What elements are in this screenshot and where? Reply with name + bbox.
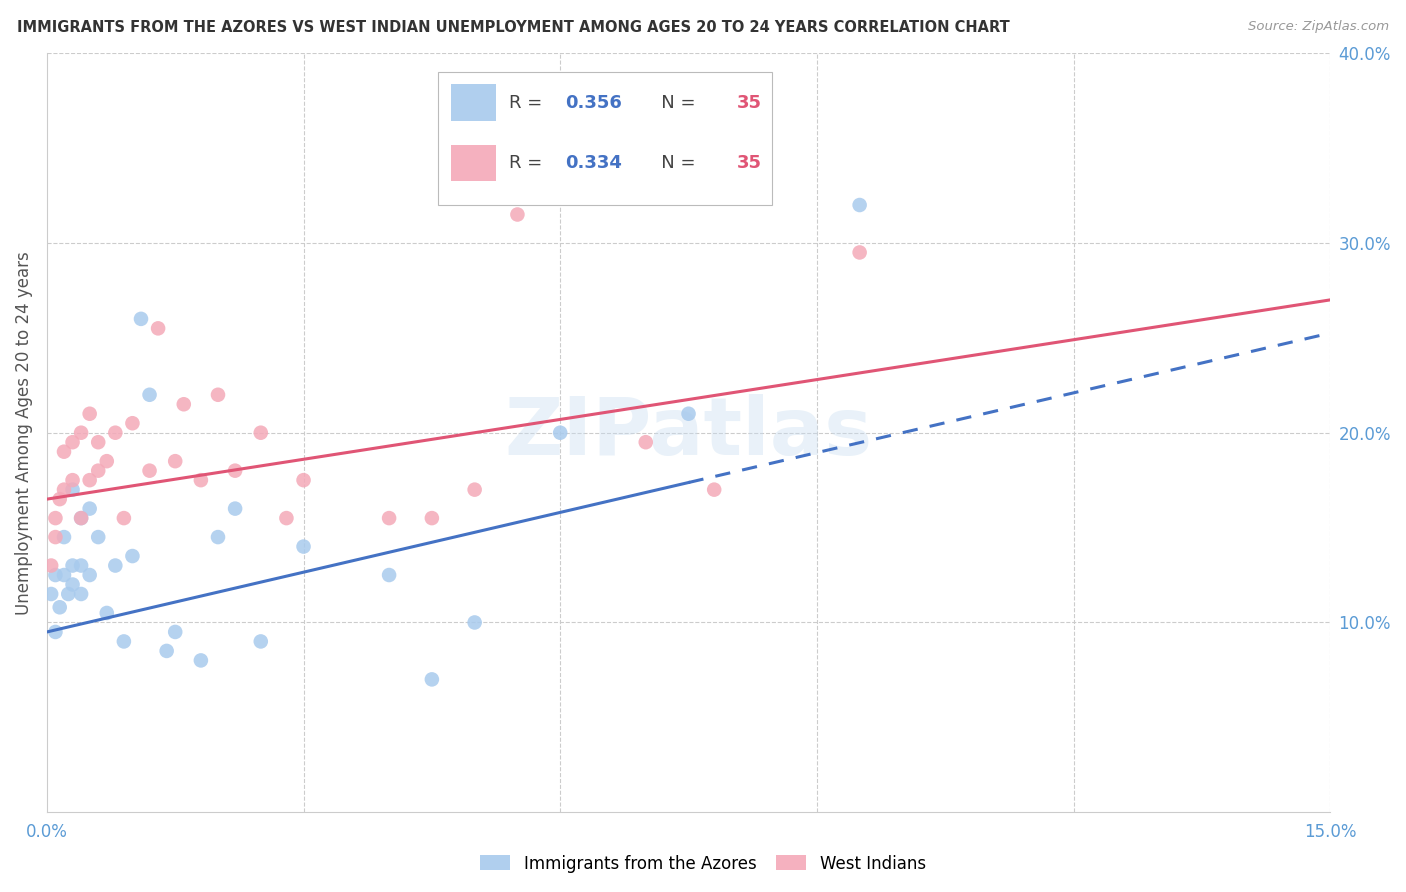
Point [39,558,62,573]
Point [44,511,66,525]
Point [79,568,101,582]
Point [112,634,135,648]
Point [53,483,76,497]
Point [44,624,66,639]
Y-axis label: Unemployment Among Ages 20 to 24 years: Unemployment Among Ages 20 to 24 years [15,251,32,615]
Point [70,511,93,525]
Point [292,473,315,487]
Text: 35: 35 [737,154,762,172]
Point [703,483,725,497]
Point [420,673,443,687]
Point [53,444,76,458]
Point [506,207,529,221]
Point [104,558,127,573]
Point [96,454,118,468]
Point [224,464,246,478]
Point [58,587,80,601]
Text: 35: 35 [737,94,762,112]
Point [292,540,315,554]
Point [62,483,84,497]
Point [70,558,93,573]
Point [848,245,870,260]
Point [48,492,70,507]
Point [53,530,76,544]
Text: 0.356: 0.356 [565,94,623,112]
Point [70,511,93,525]
Text: N =: N = [644,154,700,172]
Point [173,397,195,411]
Point [249,425,271,440]
Text: R =: R = [509,154,548,172]
FancyBboxPatch shape [451,85,496,120]
Text: ZIPatlas: ZIPatlas [505,393,873,472]
Text: N =: N = [644,94,700,112]
Point [464,483,486,497]
Point [104,425,127,440]
Point [156,644,179,658]
Point [146,321,169,335]
Point [165,454,187,468]
Point [44,568,66,582]
Point [48,600,70,615]
Point [39,587,62,601]
Point [138,464,160,478]
Point [224,501,246,516]
Point [87,435,110,450]
Point [129,311,152,326]
Point [634,435,657,450]
Point [138,388,160,402]
Point [112,511,135,525]
Point [70,425,93,440]
Text: IMMIGRANTS FROM THE AZORES VS WEST INDIAN UNEMPLOYMENT AMONG AGES 20 TO 24 YEARS: IMMIGRANTS FROM THE AZORES VS WEST INDIA… [17,20,1010,35]
Text: Source: ZipAtlas.com: Source: ZipAtlas.com [1249,20,1389,33]
Point [87,464,110,478]
Point [62,435,84,450]
Point [62,558,84,573]
Point [44,530,66,544]
Point [79,407,101,421]
Point [207,530,229,544]
Point [276,511,298,525]
Point [53,568,76,582]
Point [165,624,187,639]
Point [121,549,143,563]
Point [190,473,212,487]
Point [548,425,571,440]
Point [207,388,229,402]
FancyBboxPatch shape [451,145,496,181]
Point [848,198,870,212]
FancyBboxPatch shape [439,72,772,205]
Point [378,568,401,582]
Point [678,407,700,421]
Point [87,530,110,544]
Point [79,473,101,487]
Point [190,653,212,667]
Text: R =: R = [509,94,548,112]
Point [121,416,143,430]
Point [62,473,84,487]
Point [96,606,118,620]
Point [420,511,443,525]
Point [249,634,271,648]
Point [79,501,101,516]
Point [378,511,401,525]
Legend: Immigrants from the Azores, West Indians: Immigrants from the Azores, West Indians [474,848,932,880]
Point [62,577,84,591]
Text: 0.334: 0.334 [565,154,623,172]
Point [464,615,486,630]
Point [70,587,93,601]
